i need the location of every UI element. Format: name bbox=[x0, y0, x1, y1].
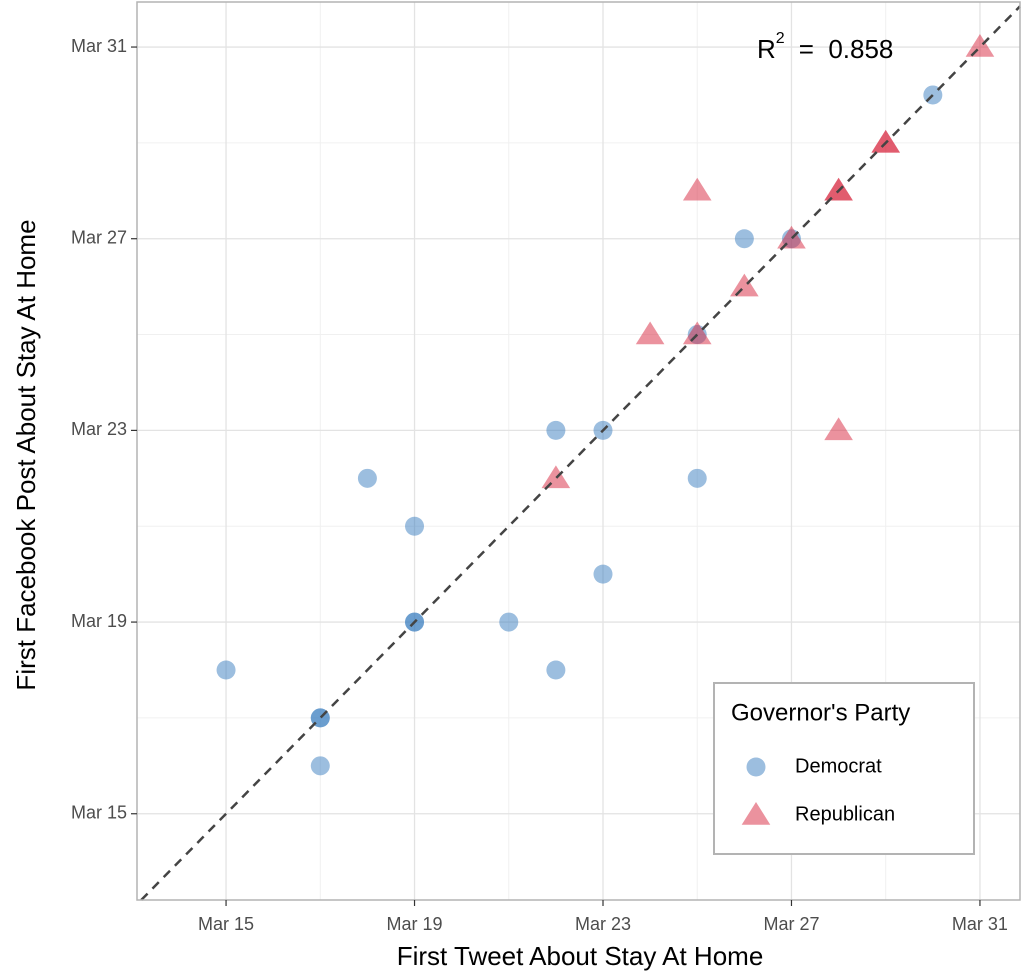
y-axis-title: First Facebook Post About Stay At Home bbox=[11, 219, 41, 690]
legend: Governor's Party Democrat Republican bbox=[713, 682, 975, 855]
point bbox=[965, 34, 995, 57]
point bbox=[357, 468, 377, 488]
point bbox=[593, 564, 613, 584]
point bbox=[546, 660, 566, 680]
x-tick-label: Mar 27 bbox=[763, 914, 819, 934]
x-axis-title: First Tweet About Stay At Home bbox=[397, 941, 764, 971]
y-tick-label: Mar 23 bbox=[71, 419, 127, 439]
y-tick-label: Mar 15 bbox=[71, 802, 127, 822]
point bbox=[730, 273, 759, 297]
point bbox=[635, 321, 665, 345]
point bbox=[682, 321, 712, 345]
legend-marker bbox=[746, 757, 766, 777]
point bbox=[682, 177, 712, 201]
annotation: R2 = 0.858 bbox=[757, 30, 893, 64]
reference-line bbox=[140, 5, 1021, 901]
y-tick-label: Mar 27 bbox=[71, 227, 127, 247]
legend-marker bbox=[741, 802, 771, 825]
point bbox=[499, 612, 519, 632]
point bbox=[405, 516, 425, 536]
y-tick-label: Mar 31 bbox=[71, 36, 127, 56]
x-tick-label: Mar 23 bbox=[575, 914, 631, 934]
point bbox=[546, 420, 566, 440]
point bbox=[824, 417, 853, 441]
annotation-superscript: 2 bbox=[776, 30, 785, 47]
legend-label: Republican bbox=[795, 803, 895, 825]
point bbox=[687, 468, 707, 488]
annotation-main: R bbox=[757, 34, 776, 64]
y-tick-label: Mar 19 bbox=[71, 611, 127, 631]
point bbox=[310, 756, 330, 776]
x-tick-label: Mar 31 bbox=[952, 914, 1008, 934]
annotation-rest: = 0.858 bbox=[799, 34, 894, 64]
plot-border bbox=[136, 1, 1021, 901]
marks bbox=[140, 5, 1021, 901]
x-tick-label: Mar 15 bbox=[198, 914, 254, 934]
legend-label: Democrat bbox=[795, 755, 882, 777]
point bbox=[216, 660, 236, 680]
legend-title: Governor's Party bbox=[731, 699, 910, 726]
point bbox=[734, 229, 754, 249]
x-tick-label: Mar 19 bbox=[387, 914, 443, 934]
